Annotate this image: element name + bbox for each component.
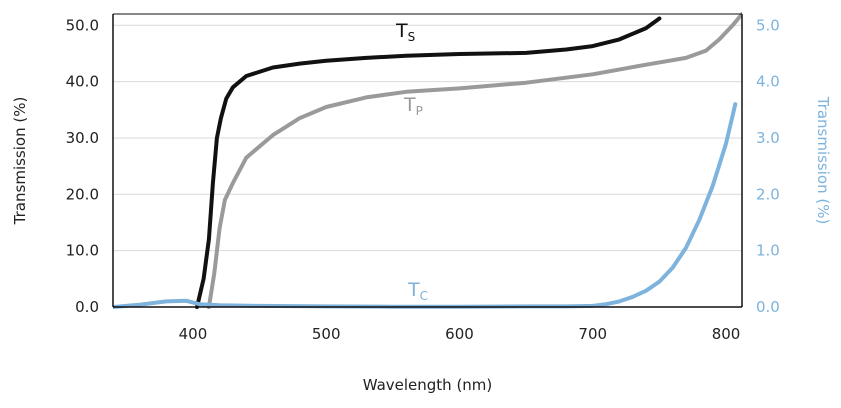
series-line-ts: [195, 16, 662, 309]
x-tick-label: 800: [712, 325, 741, 343]
series-label-tc: TC: [407, 279, 428, 303]
y-right-tick-label: 4.0: [756, 73, 780, 91]
y-left-tick-label: 20.0: [66, 185, 99, 203]
x-tick-label: 700: [578, 325, 607, 343]
series-label-tc-sub: C: [420, 289, 428, 303]
series-line-tp: [206, 12, 742, 309]
x-tick-label: 600: [445, 325, 474, 343]
left-y-axis-title: Transmission (%): [11, 97, 29, 226]
y-left-tick-label: 40.0: [66, 73, 99, 91]
plot-frame: [112, 13, 743, 308]
y-right-tick-label: 1.0: [756, 242, 780, 260]
y-right-tick-label: 3.0: [756, 129, 780, 147]
series-label-tp-main: T: [403, 94, 416, 116]
x-tick-label: 500: [312, 325, 341, 343]
y-left-tick-label: 10.0: [66, 242, 99, 260]
y-left-tick-label: 0.0: [75, 298, 99, 316]
y-right-tick-label: 5.0: [756, 16, 780, 34]
y-left-tick-label: 30.0: [66, 129, 99, 147]
y-right-tick-label: 0.0: [756, 298, 780, 316]
y-right-tick-label: 2.0: [756, 185, 780, 203]
right-y-axis-title: Transmission (%): [814, 96, 832, 225]
series-label-ts-main: T: [395, 20, 408, 42]
series-line-tc: [113, 102, 738, 309]
series-label-tp: TP: [403, 94, 423, 118]
x-tick-label: 400: [179, 325, 208, 343]
series-label-tc-main: T: [407, 279, 420, 301]
tick-labels: 0.0 10.0 20.0 30.0 40.0 50.0 0.0 1.0 2.0 3.0 4.0 5.…: [66, 16, 780, 343]
series-label-ts: TS: [395, 20, 415, 44]
x-axis-title: Wavelength (nm): [363, 376, 493, 394]
series-lines: [113, 12, 742, 309]
y-left-tick-label: 50.0: [66, 16, 99, 34]
series-label-ts-sub: S: [408, 30, 416, 44]
series-label-tp-sub: P: [416, 104, 423, 118]
